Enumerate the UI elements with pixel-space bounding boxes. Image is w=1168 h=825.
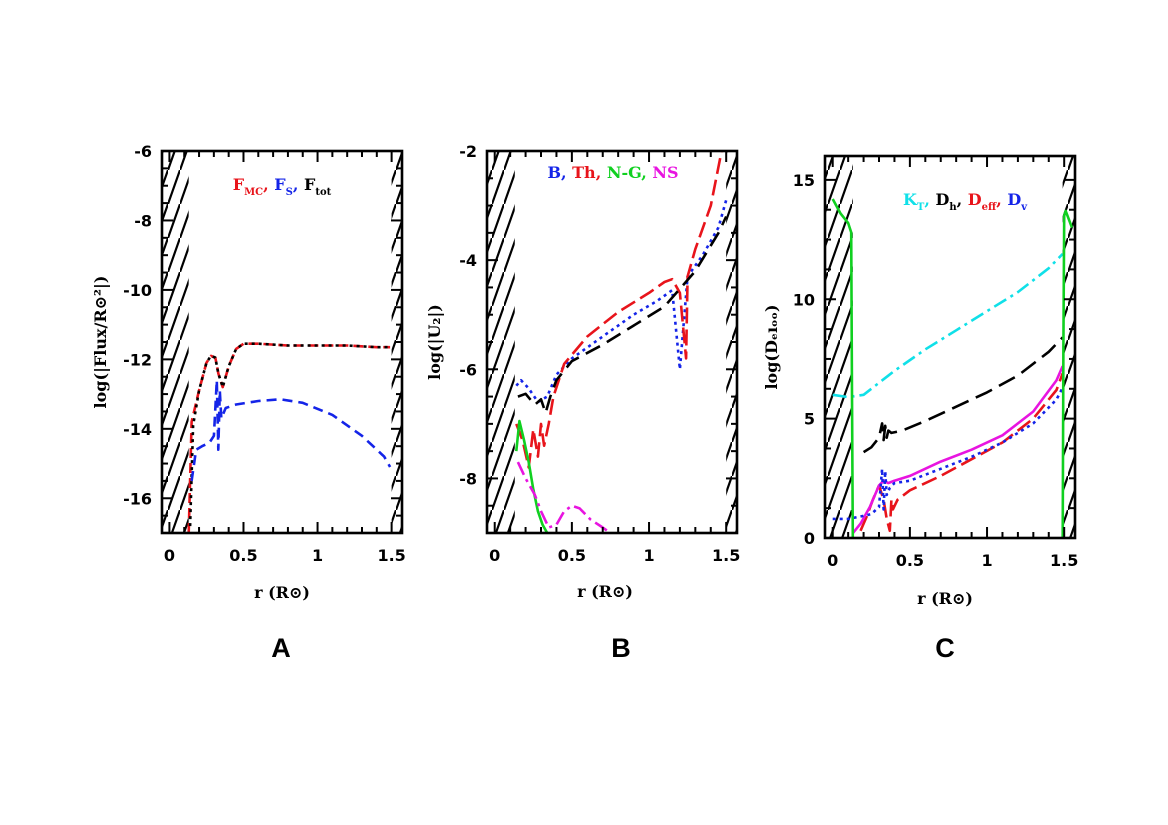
plot-frame — [485, 149, 739, 535]
series-b-line — [515, 199, 728, 404]
x-axis-label: r (R⊙) — [254, 583, 310, 602]
legend-separator: , — [641, 163, 652, 182]
legend-entry: NS — [652, 163, 678, 182]
y-tick-label: -14 — [123, 420, 152, 439]
panel-a-label: A — [271, 633, 291, 663]
legend-separator: , — [996, 190, 1007, 209]
y-axis-label: log(|U₂|) — [425, 304, 444, 380]
series-d-h-line — [862, 336, 1064, 454]
legend-entry: B — [547, 163, 561, 182]
series-n-g-line — [515, 419, 549, 533]
legend-entry: F — [233, 175, 245, 194]
legend-entry: F — [274, 175, 286, 194]
y-axis-label: log(|Flux/R⊙²|) — [91, 276, 110, 409]
series-d-eff-line — [859, 372, 1064, 533]
legend-entry-sub: MC — [244, 187, 263, 198]
legend-entry-sub: eff — [982, 202, 997, 213]
legend-entry-sub: h — [949, 202, 957, 213]
x-tick-label: 1 — [981, 551, 992, 570]
legend-entry-sub: v — [1020, 202, 1028, 213]
y-tick-label: -4 — [459, 251, 477, 270]
series-f-tot-line — [188, 342, 391, 527]
legend: FMC, FS, Ftot — [233, 175, 332, 198]
y-tick-label: -10 — [123, 281, 152, 300]
legend-entry: N-G — [607, 163, 641, 182]
series-d-v-line — [832, 386, 1064, 521]
series-k-t-line — [832, 252, 1064, 399]
x-tick-label: 0.5 — [896, 551, 924, 570]
y-tick-label: -8 — [459, 469, 477, 488]
legend-entry: F — [304, 175, 316, 194]
x-tick-label: 0 — [164, 546, 175, 565]
legend: B, Th, N-G, NS — [547, 163, 678, 182]
x-tick-label: 0 — [489, 546, 500, 565]
series-f-mc-line — [187, 342, 391, 533]
plot-frame — [823, 154, 1077, 540]
y-tick-label: -16 — [123, 489, 152, 508]
legend-entry: Th — [572, 163, 596, 182]
legend-separator: , — [561, 163, 572, 182]
y-tick-label: 5 — [804, 410, 815, 429]
panel-b: 0 0.5 1 1.5 -8 -6 -4 -2 r (R⊙) log(|U₂|) B, Th, N-… — [425, 142, 740, 601]
legend-entry-sub: T — [917, 202, 925, 213]
plot-frame — [160, 149, 404, 535]
y-tick-label: -2 — [459, 142, 477, 161]
series-edge-right-line — [1061, 209, 1074, 538]
x-tick-label: 1 — [312, 546, 323, 565]
series-th-line — [515, 151, 723, 469]
x-tick-label: 1.5 — [1050, 551, 1078, 570]
hatch-region-1 — [1062, 156, 1075, 538]
legend-entry-sub: tot — [315, 187, 331, 198]
series-total-line — [517, 215, 728, 415]
legend-separator: , — [596, 163, 607, 182]
x-tick-label: 1.5 — [377, 546, 405, 565]
x-tick-label: 1 — [643, 546, 654, 565]
panel-a: 0 0.5 1 1.5 -16 -14 -12 -10 -8 -6 r (R⊙) log(|Flux/… — [91, 142, 406, 602]
panel-c: 0 0.5 1 1.5 0 5 10 15 r (R⊙) log(Dₑıₒₒ) KT, Dh, De… — [762, 154, 1078, 608]
y-tick-label: -6 — [134, 142, 152, 161]
y-tick-label: -12 — [123, 350, 152, 369]
legend-separator: , — [957, 190, 968, 209]
series-f-s-line — [190, 378, 392, 482]
series-edge-left-line — [831, 198, 855, 538]
y-tick-label: -6 — [459, 360, 477, 379]
legend: KT, Dh, Deff, Dv — [903, 190, 1028, 213]
x-axis-label: r (R⊙) — [917, 589, 973, 608]
series-ns-line — [516, 461, 612, 533]
series-ns-total-line — [851, 365, 1064, 535]
hatch-region-0 — [825, 156, 853, 538]
legend-entry: K — [903, 190, 918, 209]
panel-c-label: C — [935, 633, 955, 663]
x-tick-label: 0.5 — [229, 546, 257, 565]
legend-separator: , — [924, 190, 935, 209]
panel-b-label: B — [611, 633, 631, 663]
x-axis-label: r (R⊙) — [577, 582, 633, 601]
legend-separator: , — [263, 175, 274, 194]
y-tick-label: 10 — [793, 290, 815, 309]
legend-entry: D — [935, 190, 949, 209]
x-tick-label: 0.5 — [558, 546, 586, 565]
x-tick-label: 0 — [827, 551, 838, 570]
legend-entry-sub: S — [286, 187, 293, 198]
legend-entry: D — [1007, 190, 1021, 209]
x-tick-label: 1.5 — [712, 546, 740, 565]
y-tick-label: 15 — [793, 171, 815, 190]
y-axis-label: log(Dₑıₒₒ) — [762, 304, 781, 389]
y-tick-label: -8 — [134, 211, 152, 230]
legend-entry: D — [968, 190, 982, 209]
legend-separator: , — [293, 175, 304, 194]
y-tick-label: 0 — [804, 529, 815, 548]
